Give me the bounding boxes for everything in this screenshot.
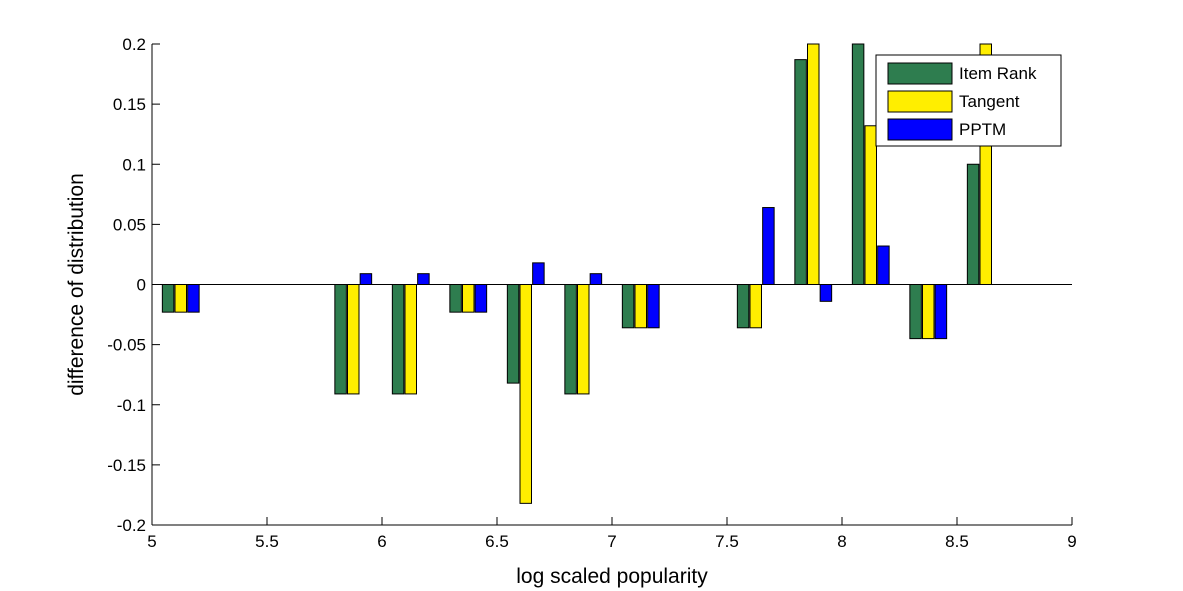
legend-swatch — [887, 118, 953, 141]
bar-pptm-2 — [417, 273, 430, 285]
x-tick-label: 8 — [837, 532, 846, 551]
legend: Item Rank Tangent PPTM — [875, 54, 1062, 147]
bars-group — [161, 43, 992, 504]
bar-tangent-1 — [347, 284, 360, 395]
bar-pptm-3 — [474, 284, 488, 313]
bar-pptm-6 — [647, 284, 660, 329]
bar-item-rank-7 — [736, 284, 750, 329]
x-tick-label: 7 — [607, 532, 616, 551]
y-tick-label: 0.15 — [113, 95, 146, 114]
x-tick-label: 7.5 — [715, 532, 739, 551]
bar-item-rank-8 — [794, 59, 807, 285]
bar-pptm-10 — [934, 284, 948, 340]
x-axis-label: log scaled popularity — [516, 565, 708, 588]
bar-tangent-4 — [519, 284, 532, 504]
x-tick-label: 5 — [147, 532, 156, 551]
bar-tangent-2 — [404, 284, 417, 395]
y-tick-label: 0.05 — [113, 215, 146, 234]
x-tick-label: 8.5 — [945, 532, 969, 551]
bar-item-rank-6 — [621, 284, 635, 329]
y-tick-label: -0.15 — [107, 456, 146, 475]
y-axis-label: difference of distribution — [65, 173, 88, 396]
bar-tangent-7 — [749, 284, 762, 329]
bar-item-rank-1 — [334, 284, 347, 395]
bar-pptm-1 — [359, 273, 373, 285]
y-tick-label: -0.05 — [107, 336, 146, 355]
bar-item-rank-3 — [449, 284, 462, 313]
x-tick-label: 5.5 — [255, 532, 279, 551]
legend-label: PPTM — [959, 120, 1006, 139]
bar-item-rank-0 — [161, 284, 175, 313]
bar-item-rank-5 — [564, 284, 577, 395]
y-tick-label: -0.2 — [117, 516, 146, 535]
bar-tangent-0 — [174, 284, 187, 313]
bar-tangent-10 — [922, 284, 935, 340]
bar-tangent-8 — [807, 43, 820, 285]
x-tick-label: 6 — [377, 532, 386, 551]
bar-item-rank-10 — [909, 284, 922, 340]
legend-label: Tangent — [959, 92, 1020, 111]
bar-tangent-5 — [577, 284, 590, 395]
x-tick-label: 9 — [1067, 532, 1076, 551]
legend-swatch — [887, 62, 953, 85]
bar-item-rank-11 — [966, 163, 980, 285]
bar-pptm-8 — [819, 284, 833, 302]
legend-swatch — [887, 90, 953, 113]
bar-pptm-0 — [187, 284, 200, 313]
bar-pptm-5 — [589, 273, 603, 285]
bar-item-rank-2 — [391, 284, 405, 395]
bar-tangent-9 — [864, 125, 877, 285]
y-tick-label: 0 — [137, 276, 146, 295]
bar-tangent-3 — [462, 284, 475, 313]
y-tick-label: -0.1 — [117, 396, 146, 415]
bar-item-rank-9 — [851, 43, 865, 285]
axes-group: 5 5.5 6 6.5 7 7.5 8 8.5 9 -0.2 -0.15 -0.1 -0.05 0 0.05… — [107, 35, 1076, 551]
bar-pptm-4 — [532, 262, 545, 286]
bar-pptm-9 — [877, 245, 890, 286]
bar-pptm-7 — [762, 207, 775, 285]
legend-label: Item Rank — [959, 64, 1037, 83]
x-tick-label: 6.5 — [485, 532, 509, 551]
bar-tangent-6 — [634, 284, 647, 329]
y-tick-label: 0.2 — [122, 35, 146, 54]
y-tick-label: 0.1 — [122, 155, 146, 174]
bar-item-rank-4 — [506, 284, 520, 384]
